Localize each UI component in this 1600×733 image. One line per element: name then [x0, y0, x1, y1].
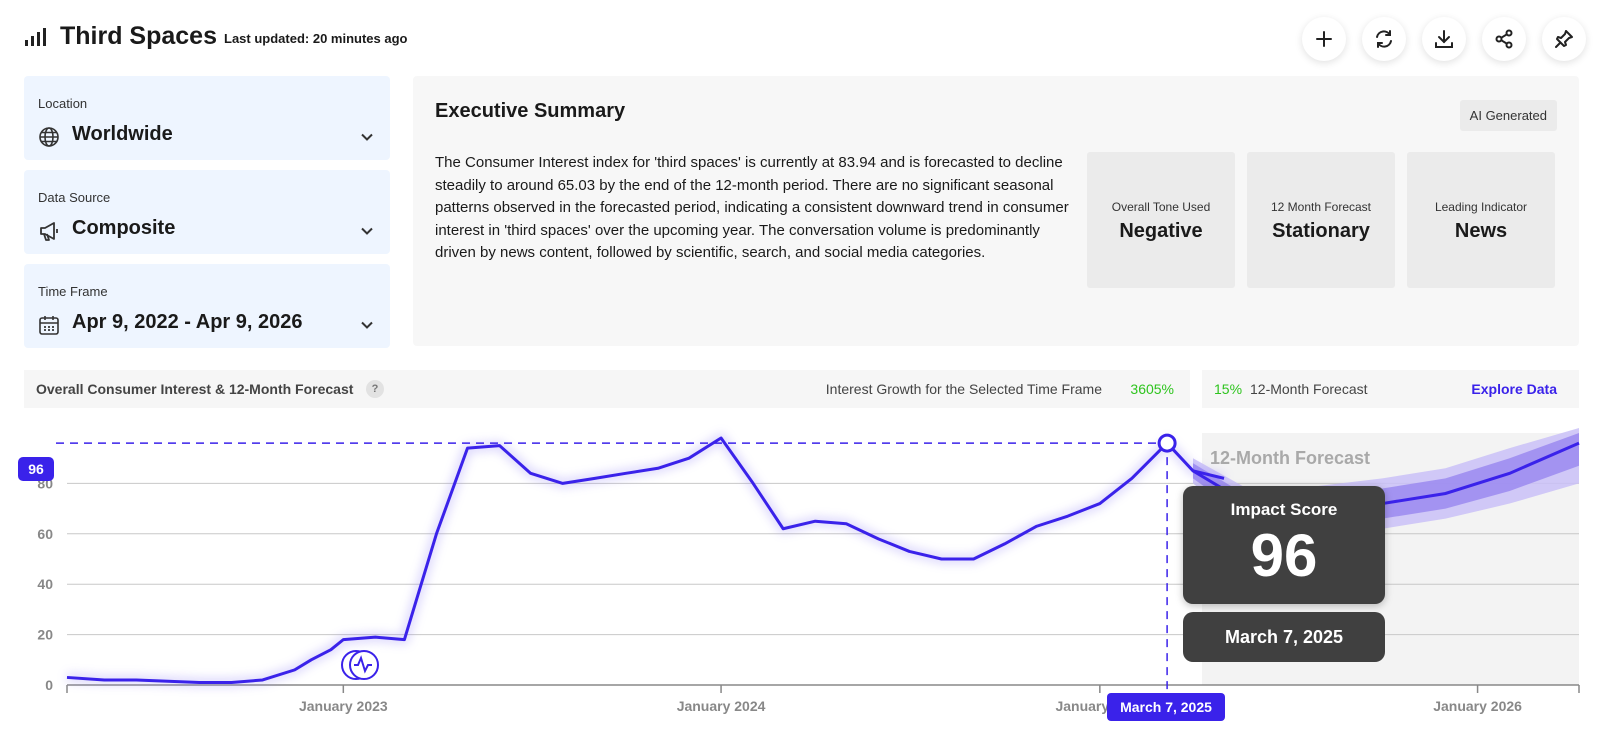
plus-icon — [1316, 31, 1332, 47]
summary-text: The Consumer Interest index for 'third s… — [435, 154, 1069, 261]
time-frame-label: Time Frame — [38, 284, 108, 299]
x-tick-label: January 2024 — [677, 698, 766, 714]
stat-value: News — [1454, 220, 1508, 242]
calendar-icon — [39, 316, 59, 335]
impact-score-tooltip: Impact Score 96 — [1183, 486, 1385, 604]
y-tick-label: 20 — [37, 627, 53, 643]
help-icon[interactable]: ? — [366, 380, 384, 398]
x-tick-label: January 2023 — [299, 698, 388, 714]
refresh-icon — [1376, 30, 1392, 48]
impact-score-label: Impact Score — [1230, 500, 1338, 519]
stat-label: Leading Indicator — [1434, 200, 1528, 214]
share-icon — [1495, 29, 1513, 49]
time-frame-value: Apr 9, 2022 - Apr 9, 2026 — [72, 311, 303, 333]
y-tick-label: 0 — [45, 677, 53, 693]
chevron-down-icon — [361, 321, 373, 329]
download-icon — [1435, 30, 1453, 48]
location-label: Location — [38, 96, 88, 111]
toolbar — [1302, 17, 1586, 61]
forecast-card: 12 Month Forecast Stationary — [1247, 152, 1395, 288]
chart-title: Overall Consumer Interest & 12-Month For… — [36, 381, 354, 397]
forecast-header: 15% 12-Month Forecast Explore Data — [1202, 370, 1579, 408]
last-updated-text: Last updated: 20 minutes ago — [224, 31, 408, 46]
overall-tone-card: Overall Tone Used Negative — [1087, 152, 1235, 288]
executive-summary-panel: Executive Summary AI Generated The Consu… — [413, 76, 1579, 346]
tooltip-date: March 7, 2025 — [1183, 612, 1385, 662]
x-tick-label: January 2026 — [1433, 698, 1522, 714]
location-filter[interactable]: Location Worldwide — [24, 76, 390, 160]
download-button[interactable] — [1422, 17, 1466, 61]
y-tick-label: 40 — [37, 576, 53, 592]
pin-icon — [1555, 30, 1573, 48]
data-source-value: Composite — [72, 217, 176, 239]
consumer-interest-line[interactable] — [66, 436, 1225, 684]
series-glow — [66, 432, 1225, 687]
event-markers[interactable] — [341, 650, 379, 680]
megaphone-icon — [40, 222, 58, 241]
ai-generated-badge: AI Generated — [1459, 100, 1557, 131]
stat-value: Stationary — [1272, 220, 1370, 242]
location-value: Worldwide — [72, 123, 173, 145]
x-date-marker: March 7, 2025 — [1107, 693, 1225, 721]
data-source-filter[interactable]: Data Source Composite — [24, 170, 390, 254]
chevron-down-icon — [361, 227, 373, 235]
refresh-button[interactable] — [1362, 17, 1406, 61]
chart-header: Overall Consumer Interest & 12-Month For… — [24, 370, 1190, 408]
signal-bars-icon — [25, 28, 46, 46]
time-frame-filter[interactable]: Time Frame Apr 9, 2022 - Apr 9, 2026 — [24, 264, 390, 348]
stat-label: 12 Month Forecast — [1270, 200, 1372, 214]
top-bar: Third Spaces Last updated: 20 minutes ag… — [0, 0, 1600, 74]
stat-label: Overall Tone Used — [1111, 200, 1211, 214]
stat-value: Negative — [1119, 220, 1203, 242]
growth-value: 3605% — [1130, 381, 1174, 397]
add-button[interactable] — [1302, 17, 1346, 61]
pin-button[interactable] — [1542, 17, 1586, 61]
forecast-region-title: 12-Month Forecast — [1210, 448, 1370, 468]
highlight-point[interactable] — [1157, 433, 1177, 453]
explore-data-link[interactable]: Explore Data — [1471, 381, 1557, 397]
leading-indicator-card: Leading Indicator News — [1407, 152, 1555, 288]
forecast-label: 12-Month Forecast — [1250, 381, 1368, 397]
forecast-percent: 15% — [1214, 381, 1243, 397]
growth-label: Interest Growth for the Selected Time Fr… — [825, 381, 1102, 397]
page-title: Third Spaces — [60, 22, 217, 50]
summary-title: Executive Summary — [435, 100, 626, 122]
data-source-label: Data Source — [38, 190, 111, 205]
pulse-icon — [354, 655, 372, 674]
y-value-marker: 96 — [18, 457, 54, 481]
y-tick-label: 60 — [37, 526, 53, 542]
impact-score-value: 96 — [1250, 522, 1318, 589]
globe-icon — [39, 127, 59, 147]
chevron-down-icon — [361, 133, 373, 141]
share-button[interactable] — [1482, 17, 1526, 61]
